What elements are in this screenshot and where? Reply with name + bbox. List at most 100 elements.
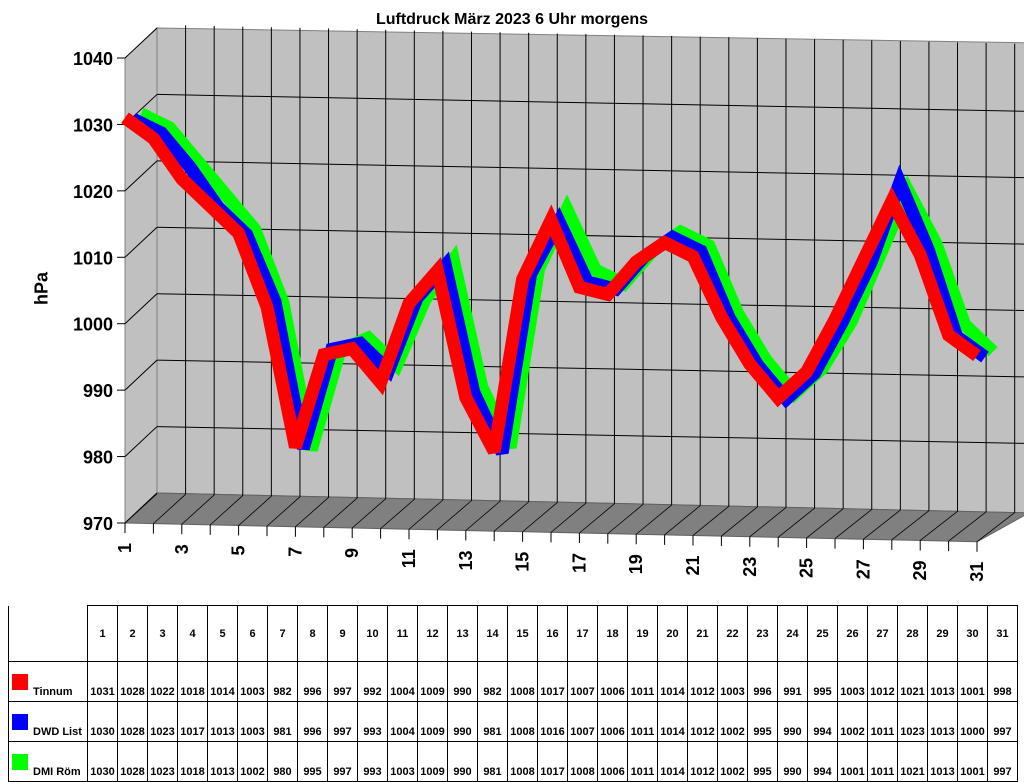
table-header-day: 29 <box>927 605 958 662</box>
table-cell: 1004 <box>387 701 418 742</box>
legend-label: Tinnum <box>33 686 73 698</box>
table-header-day: 31 <box>987 605 1018 662</box>
x-tick-label: 29 <box>910 560 930 580</box>
table-row: DWD List 1030 1028 1023 1017 1013 1003 981 996 99… <box>8 701 1018 742</box>
table-header-day: 2 <box>117 605 148 662</box>
floor-line <box>692 505 730 536</box>
table-cell: 1023 <box>897 701 928 742</box>
table-cell: 997 <box>327 741 358 782</box>
table-cell: 997 <box>327 661 358 702</box>
floor-line <box>437 500 472 531</box>
table-cell: 1002 <box>717 741 748 782</box>
series-ribbon-dwd-list <box>130 113 989 456</box>
legend-label: DWD List <box>33 726 82 738</box>
table-cell: 1017 <box>537 741 568 782</box>
table-cell: 1012 <box>867 661 898 702</box>
y-tick-label: 1040 <box>73 49 113 69</box>
table-cell: 1031 <box>87 661 118 702</box>
x-tick-label: 9 <box>342 548 362 558</box>
table-cell: 994 <box>807 741 838 782</box>
floor-line <box>834 509 873 539</box>
table-header-day: 4 <box>177 605 208 662</box>
table-cell: 990 <box>447 661 478 702</box>
x-tick-label: 21 <box>683 555 703 575</box>
y-tick-label: 980 <box>83 448 113 468</box>
gridline-side <box>124 226 158 258</box>
table-cell: 1012 <box>687 741 718 782</box>
floor-line <box>607 504 644 534</box>
table-cell: 981 <box>477 741 508 782</box>
table-cell: 1018 <box>177 741 208 782</box>
y-tick-label: 1030 <box>73 115 113 135</box>
table-cell: 1021 <box>897 741 928 782</box>
table-cell: 980 <box>267 741 298 782</box>
table-cell: 1013 <box>207 701 238 742</box>
y-tick-label: 1020 <box>73 182 113 202</box>
table-header-day: 1 <box>87 605 118 662</box>
legend-entry: DWD List <box>8 701 88 742</box>
floor-line <box>948 511 987 542</box>
table-header-day: 25 <box>807 605 838 662</box>
table-cell: 1001 <box>957 741 988 782</box>
table-header-day: 13 <box>447 605 478 662</box>
table-cell: 990 <box>447 741 478 782</box>
table-cell: 1014 <box>657 741 688 782</box>
floor-line <box>863 509 901 540</box>
table-cell: 991 <box>777 661 808 702</box>
floor-line <box>323 497 358 528</box>
floor-line <box>181 494 215 525</box>
table-cell: 1028 <box>117 661 148 702</box>
table-header-day: 27 <box>867 605 898 662</box>
floor-line <box>749 507 787 538</box>
side-wall <box>124 26 158 525</box>
x-tick-label: 19 <box>626 554 646 574</box>
table-cell: 1021 <box>897 661 928 702</box>
table-cell: 1013 <box>927 741 958 782</box>
x-tick-label: 1 <box>115 543 135 553</box>
floor-line <box>891 510 930 541</box>
table-header-day: 9 <box>327 605 358 662</box>
table-header-day: 20 <box>657 605 688 662</box>
table-header-day: 3 <box>147 605 178 662</box>
floor-line <box>238 495 272 526</box>
table-cell: 1008 <box>507 701 538 742</box>
floor-line <box>664 505 701 536</box>
table-cell: 1003 <box>387 741 418 782</box>
table-header-day: 8 <box>297 605 328 662</box>
x-tick-label: 13 <box>456 550 476 570</box>
table-cell: 990 <box>777 701 808 742</box>
floor-line <box>777 507 815 538</box>
table-cell: 995 <box>807 661 838 702</box>
table-cell: 1028 <box>117 741 148 782</box>
table-cell: 1007 <box>567 701 598 742</box>
legend-swatch <box>12 754 28 770</box>
table-header-day: 30 <box>957 605 988 662</box>
floor-line <box>380 499 415 529</box>
floor-line <box>351 498 386 529</box>
table-cell: 1002 <box>837 701 868 742</box>
table-cell: 998 <box>987 661 1018 702</box>
table-cell: 1003 <box>237 701 268 742</box>
x-tick-label: 27 <box>853 559 873 579</box>
table-cell: 997 <box>327 701 358 742</box>
floor-line <box>806 508 844 539</box>
table-cell: 1012 <box>687 701 718 742</box>
x-tick-label: 17 <box>569 553 589 573</box>
table-cell: 1016 <box>537 701 568 742</box>
table-cell: 1011 <box>627 701 658 742</box>
x-tick-label: 3 <box>172 544 192 554</box>
table-header-day: 12 <box>417 605 448 662</box>
table-row: Tinnum 1031 1028 1022 1018 1014 1003 982 996 997 9… <box>8 661 1018 702</box>
table-cell: 1004 <box>387 661 418 702</box>
table-cell: 1009 <box>417 741 448 782</box>
floor-line <box>124 493 158 524</box>
table-cell: 1014 <box>207 661 238 702</box>
table-cell: 1013 <box>927 661 958 702</box>
gridline-back <box>156 359 1024 378</box>
table-header-day: 7 <box>267 605 298 662</box>
series-ribbon-dmi-r-m <box>138 107 998 452</box>
y-tick-label: 970 <box>83 514 113 534</box>
table-header-day: 18 <box>597 605 628 662</box>
series-ribbon-tinnum <box>121 112 981 455</box>
chart-title: Luftdruck März 2023 6 Uhr morgens <box>375 11 649 28</box>
